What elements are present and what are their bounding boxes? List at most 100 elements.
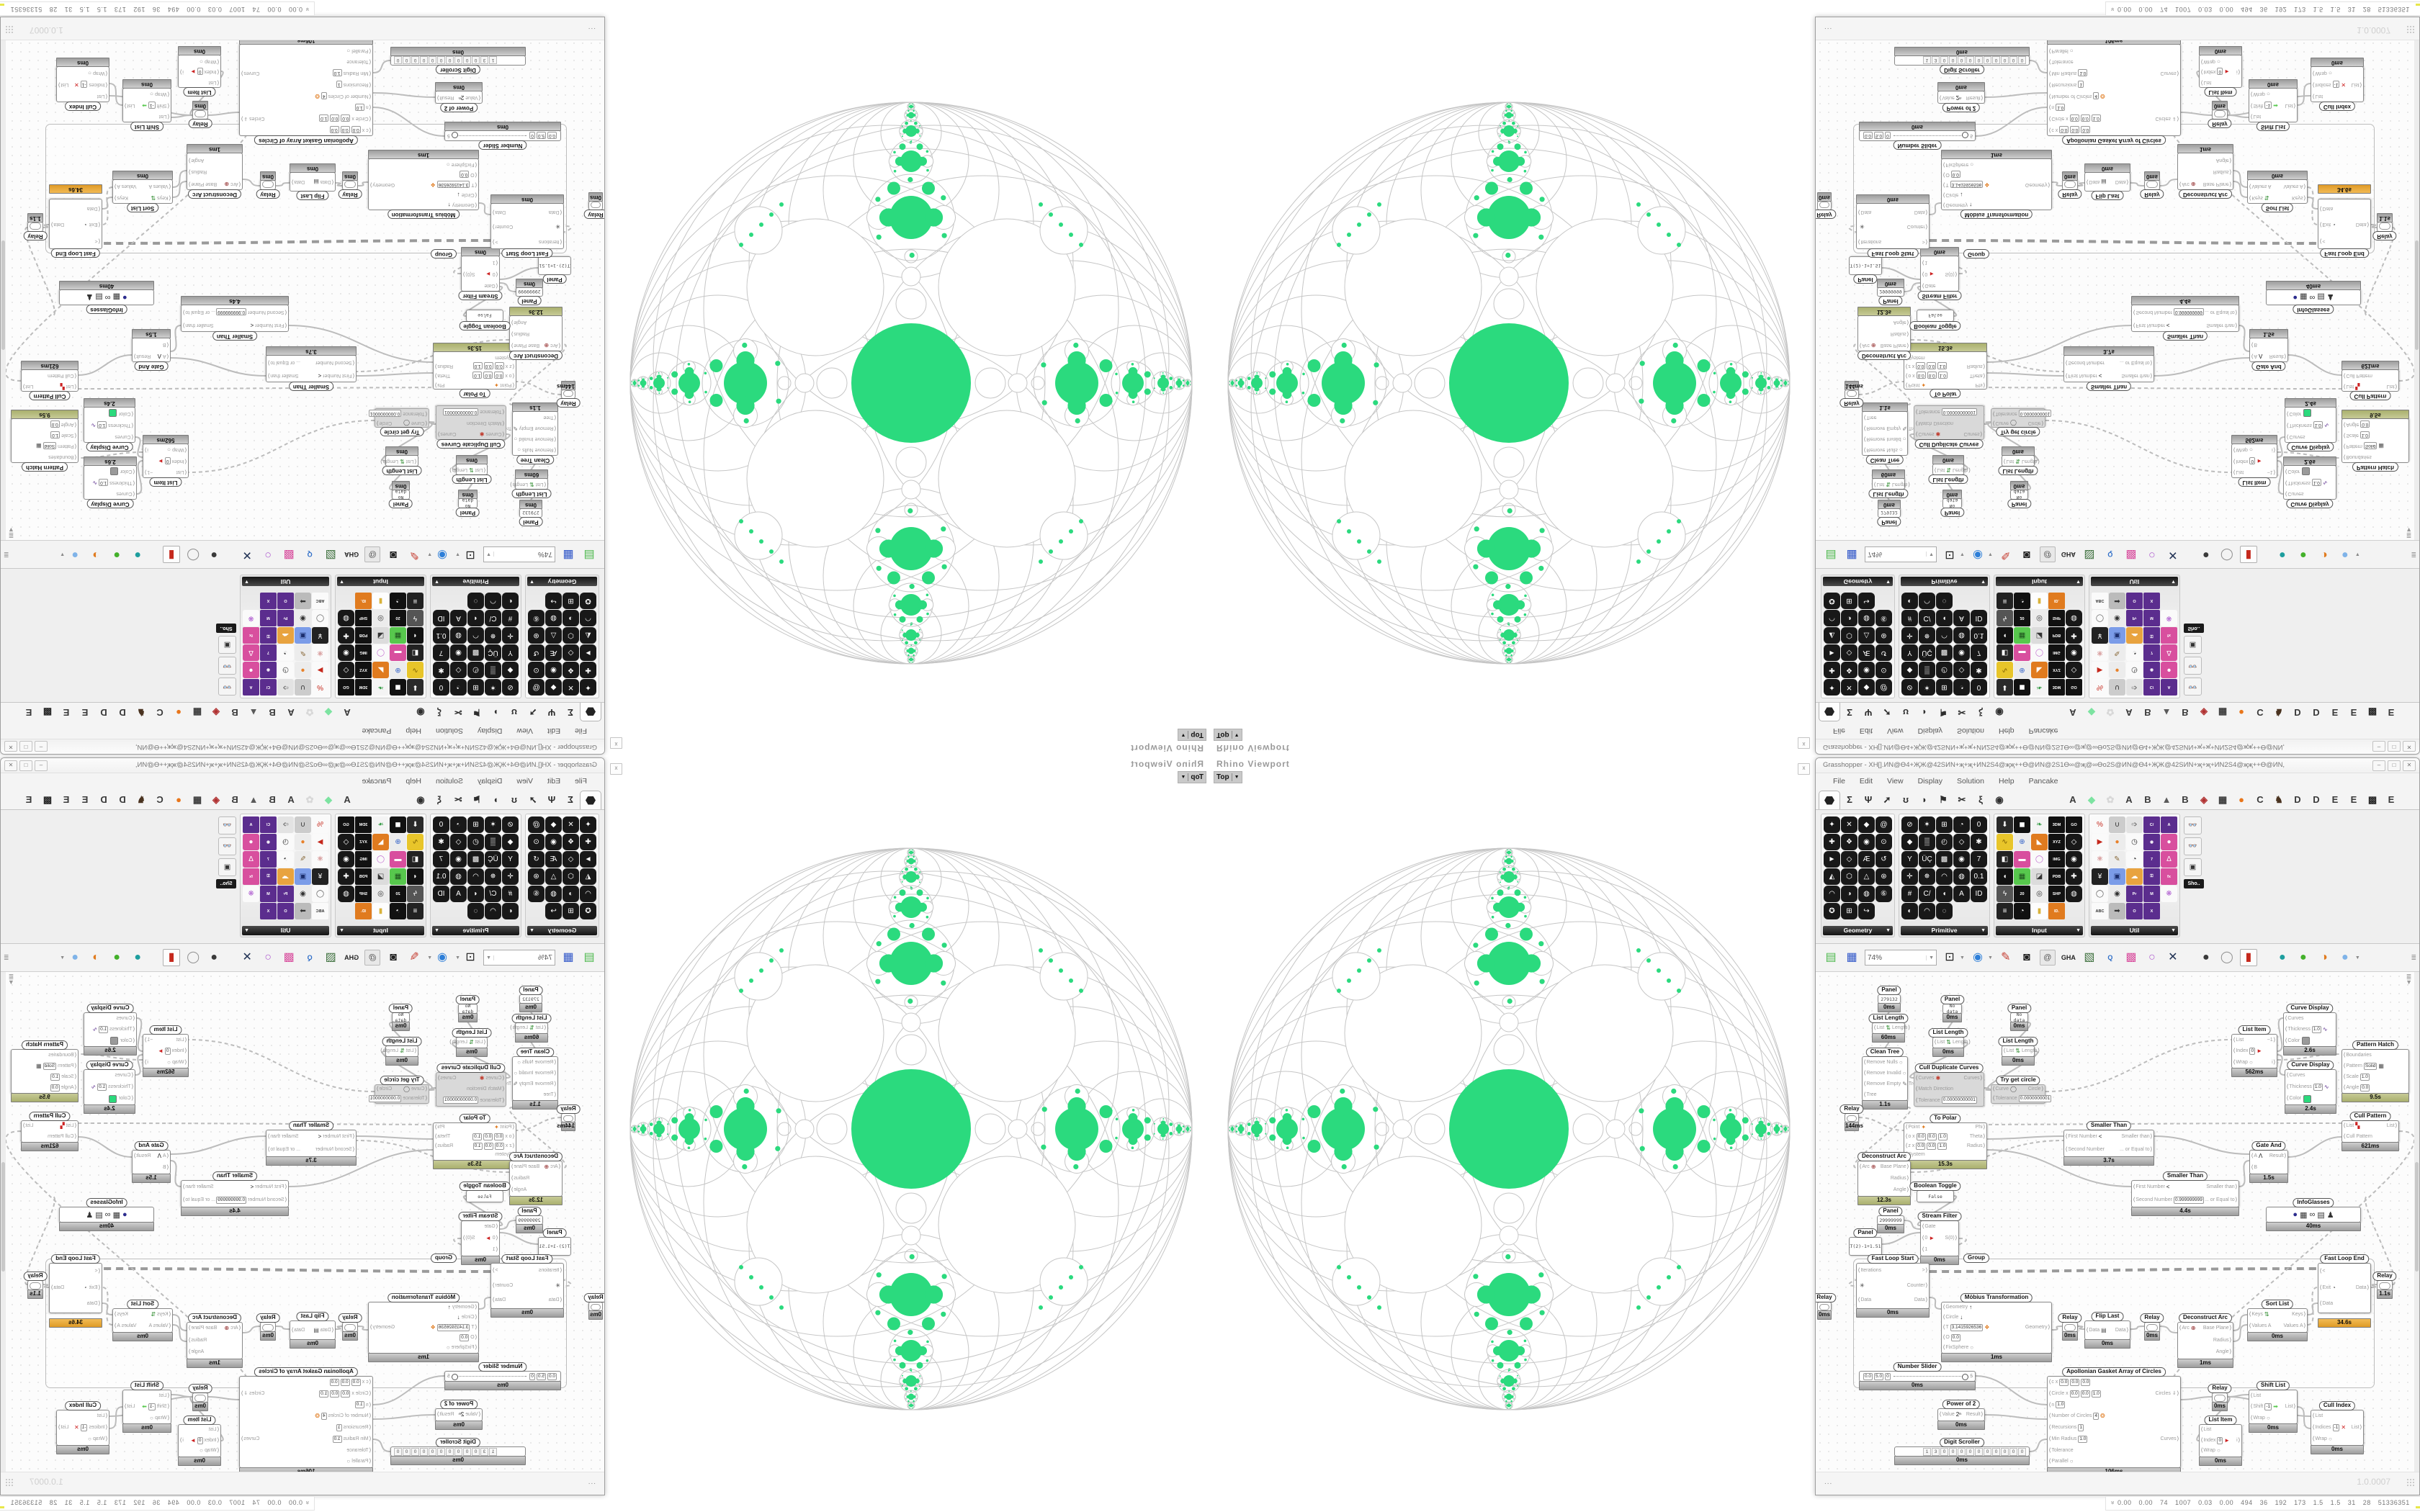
component-icon[interactable]: IMG: [355, 851, 372, 868]
component-icon[interactable]: ◉: [260, 834, 277, 850]
component-icon[interactable]: ☁: [2126, 627, 2143, 644]
component-icon[interactable]: ✚: [338, 627, 354, 644]
component-icon[interactable]: ¥: [2092, 627, 2108, 644]
component-icon[interactable]: ✚: [580, 834, 596, 850]
component-icon[interactable]: ➩: [277, 679, 294, 696]
gh-node-relay-a[interactable]: Relay 144ms: [556, 1104, 581, 1131]
plugin-tab-2[interactable]: ✿: [305, 707, 314, 718]
menu-help[interactable]: Help: [1998, 726, 2015, 735]
gh-node-panel-nodata-1[interactable]: Panel No data 0ms: [1940, 490, 1965, 517]
tab-icon-0[interactable]: Σ: [1847, 794, 1852, 805]
component-icon[interactable]: ❖: [1841, 834, 1857, 850]
gh-node-panel-nodata-1[interactable]: Panel No data 0ms: [455, 995, 480, 1022]
vertical-scrollbar[interactable]: [1, 40, 6, 540]
component-icon[interactable]: 7: [433, 851, 449, 868]
component-icon[interactable]: ⊕: [2014, 834, 2030, 850]
tab-icon-1[interactable]: Ψ: [547, 707, 556, 718]
component-icon[interactable]: Pr: [2126, 610, 2143, 626]
component-icon[interactable]: ⑥: [528, 886, 544, 902]
component-icon[interactable]: C/: [2143, 679, 2160, 696]
component-icon[interactable]: ◆: [545, 679, 562, 696]
menu-help[interactable]: Help: [1998, 777, 2015, 786]
gh-node-list-length-a[interactable]: List Length(List ⇅ Length) 60ms: [1868, 1014, 1910, 1043]
component-icon[interactable]: ➩: [277, 816, 294, 833]
component-icon[interactable]: ◯: [2031, 644, 2048, 661]
menu-display[interactable]: Display: [477, 777, 503, 786]
gh-node-deconstruct-arc-2[interactable]: Deconstruct Arc(Arc ⊕ Base Plane) Radius) An…: [187, 144, 243, 199]
component-icon[interactable]: ◍: [2066, 886, 2082, 902]
floating-close-button[interactable]: x: [610, 763, 622, 775]
component-icon[interactable]: ◑: [1841, 886, 1857, 902]
plugin-tab-17[interactable]: E: [25, 707, 32, 718]
component-icon[interactable]: ▩: [1936, 851, 1953, 868]
toolbar-icon-7[interactable]: @: [364, 950, 381, 966]
gh-node-sort-list[interactable]: Sort List(Keys ⇅ Keys)(Values A Values A) 0m…: [2247, 171, 2308, 212]
component-icon[interactable]: ◯: [2092, 886, 2108, 902]
toolbar-icon-13[interactable]: ✕: [242, 549, 252, 561]
component-icon[interactable]: ◇: [1841, 644, 1857, 661]
zoom-level-combo[interactable]: 74% ▼: [483, 950, 555, 966]
component-icon[interactable]: C/: [485, 610, 501, 626]
vertical-scrollbar[interactable]: [1, 972, 6, 1472]
component-icon[interactable]: O: [277, 593, 294, 609]
gh-node-fast-loop-start[interactable]: Fast Loop Start(Iterations >) ✳ Counter)(Da…: [1856, 194, 1930, 258]
gh-node-list-length-a[interactable]: List Length(List ⇅ Length) 60ms: [510, 1014, 552, 1043]
plugin-tab-13[interactable]: D: [2313, 794, 2320, 805]
component-icon[interactable]: ◇: [338, 662, 354, 678]
toolbar-icon-3[interactable]: ⊡: [1945, 549, 1955, 561]
gh-node-shift-list[interactable]: Shift List(List(Shift -1 ➡ List)(Wrap ○ 0ms: [122, 1381, 171, 1433]
component-icon[interactable]: ϟ: [1996, 886, 2013, 902]
component-icon[interactable]: %: [2092, 816, 2108, 833]
component-icon[interactable]: ↪: [545, 593, 562, 609]
tab-icon-0[interactable]: Σ: [568, 707, 573, 718]
component-icon[interactable]: ➩: [2126, 816, 2143, 833]
component-icon[interactable]: Δ: [243, 851, 259, 868]
plugin-tab-2[interactable]: ✿: [2106, 707, 2115, 718]
component-icon[interactable]: ◇: [2066, 662, 2082, 678]
component-icon[interactable]: ◣: [372, 834, 389, 850]
component-icon[interactable]: XYZ: [2048, 834, 2065, 850]
gh-node-cull-index[interactable]: Cull Index(List(Indices -1 ✕ List)(Wrap ○ 0ms: [56, 1401, 109, 1454]
component-icon[interactable]: ▒: [1919, 662, 1935, 678]
toolbar-icon-21[interactable]: ◑: [2321, 951, 2328, 963]
component-icon[interactable]: ◇: [450, 662, 467, 678]
scrollbar-thumb[interactable]: [2415, 1161, 2419, 1272]
component-icon[interactable]: 0.1: [433, 627, 449, 644]
plugin-tab-4[interactable]: B: [269, 707, 276, 718]
plugin-tab-9[interactable]: ●: [176, 707, 182, 718]
component-icon[interactable]: ∿: [1996, 834, 2013, 850]
component-icon[interactable]: ✦: [1824, 816, 1840, 833]
toolbar-icon-17[interactable]: ▮: [2239, 546, 2257, 563]
menu-pancake[interactable]: Pancake: [362, 726, 392, 735]
canvas-scroll-widget[interactable]: ≣ ▼: [2406, 973, 2412, 986]
gh-node-deconstruct-arc-1[interactable]: Deconstruct Arc(Arc ⊕ Base Plane) Radius) An…: [509, 307, 563, 360]
component-icon[interactable]: ❋: [2161, 886, 2177, 902]
gh-node-number-slider[interactable]: Number Slider 0.0 5.0 0 5 0ms: [444, 1362, 561, 1390]
plugin-tab-1[interactable]: ◆: [2088, 794, 2095, 805]
gh-node-list-length-c[interactable]: List Length(List ⇅ Length) 0ms: [380, 446, 422, 475]
component-icon[interactable]: ◷: [2126, 834, 2143, 850]
plugin-tab-11[interactable]: ♞: [137, 794, 145, 805]
toolbar-icon-3[interactable]: ⊡: [465, 951, 475, 963]
toolbar-icon-8[interactable]: GHA: [2061, 551, 2076, 558]
component-icon[interactable]: ✪: [580, 903, 596, 919]
toolbar-icon-4[interactable]: ◉: [1972, 549, 1983, 561]
component-icon[interactable]: ID: [1971, 886, 1987, 902]
toolbar-icon-4[interactable]: ◉: [437, 549, 448, 561]
gh-node-deconstruct-arc-2[interactable]: Deconstruct Arc(Arc ⊕ Base Plane) Radius) An…: [187, 1313, 243, 1368]
plugin-tab-7[interactable]: ◈: [212, 794, 220, 805]
component-icon[interactable]: ✱: [433, 834, 449, 850]
gh-node-shift-list[interactable]: Shift List(List(Shift -1 ➡ List)(Wrap ○ 0ms: [2249, 1381, 2298, 1433]
component-icon[interactable]: ◉: [2066, 851, 2082, 868]
plugin-tab-14[interactable]: E: [81, 794, 89, 805]
component-icon[interactable]: GO: [2066, 816, 2082, 833]
component-icon[interactable]: Y: [502, 644, 519, 661]
component-icon[interactable]: ✱: [1971, 834, 1987, 850]
gh-node-clean-tree[interactable]: Clean Tree(Remove Nulls ○(Remove Invalid ○…: [499, 402, 558, 464]
component-icon[interactable]: ↺: [528, 851, 544, 868]
component-icon[interactable]: ◐: [1901, 593, 1918, 609]
component-icon[interactable]: ●: [2109, 834, 2125, 850]
component-icon[interactable]: ⚿: [2143, 868, 2160, 885]
component-icon[interactable]: ✵: [485, 627, 501, 644]
component-icon[interactable]: ◠: [467, 868, 484, 885]
